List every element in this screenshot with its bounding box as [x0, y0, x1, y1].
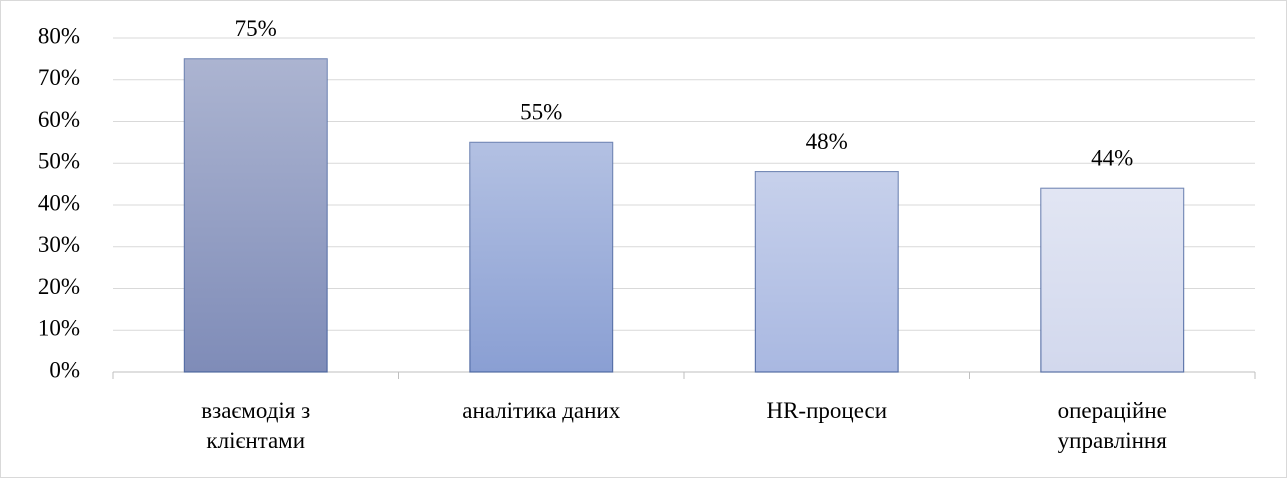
- data-label: 48%: [806, 129, 848, 154]
- y-tick-label: 30%: [38, 232, 80, 257]
- data-label: 44%: [1091, 146, 1133, 171]
- x-tick-label: HR-процеси: [766, 398, 888, 423]
- bar-shine: [755, 171, 899, 372]
- y-tick-label: 50%: [38, 149, 80, 174]
- data-label: 55%: [520, 100, 562, 125]
- y-tick-label: 20%: [38, 274, 80, 299]
- y-tick-label: 80%: [38, 23, 80, 48]
- x-tick-label: операційне управління: [1057, 398, 1167, 453]
- y-tick-label: 40%: [38, 190, 80, 215]
- y-tick-label: 0%: [49, 357, 80, 382]
- y-tick-label: 70%: [38, 65, 80, 90]
- x-tick-label: аналітика даних: [462, 398, 621, 423]
- y-tick-label: 60%: [38, 107, 80, 132]
- data-label: 75%: [235, 16, 277, 41]
- bar-shine: [184, 58, 328, 372]
- bar-shine: [1040, 188, 1184, 372]
- bar-shine: [469, 142, 613, 372]
- x-tick-label: взаємодія з клієнтами: [201, 398, 311, 453]
- y-tick-label: 10%: [38, 316, 80, 341]
